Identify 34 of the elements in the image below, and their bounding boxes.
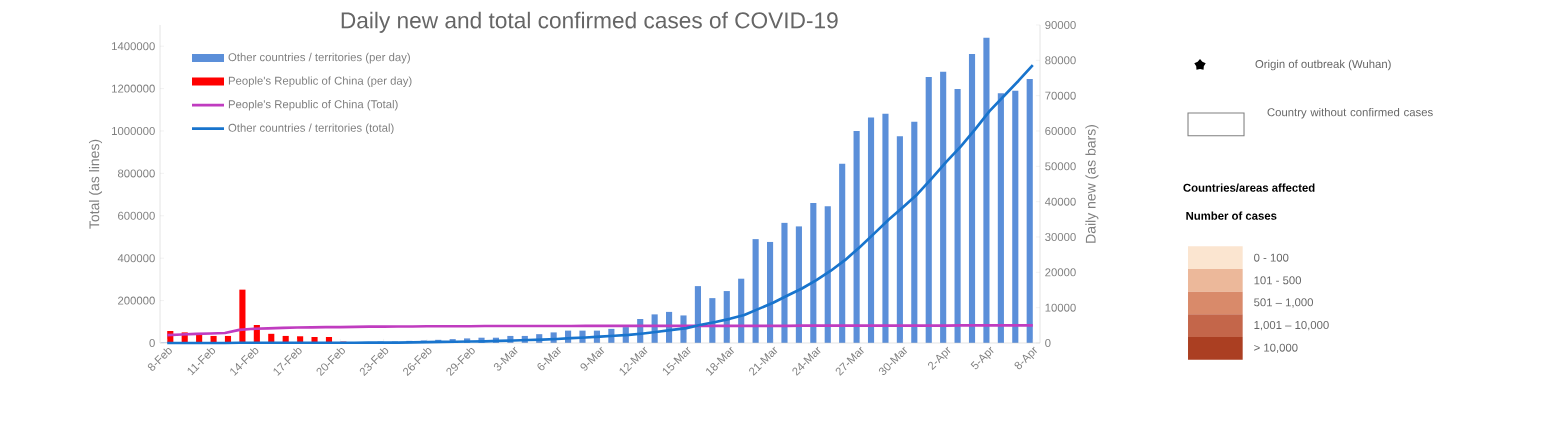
y2-tick-label: 30000 — [1045, 232, 1076, 241]
text: Country without confirmed cases — [1267, 107, 1433, 119]
y2-tick-label: 10000 — [1045, 303, 1076, 312]
y2-axis-title: Daily new (as bars) — [1085, 125, 1099, 243]
text: Number of cases — [1186, 211, 1277, 220]
text: Countries/areas affected — [1183, 183, 1315, 192]
y-tick-label: 1200000 — [112, 84, 155, 93]
y-axis-title: Total (as lines) — [88, 139, 103, 229]
y-tick-label: 0 — [149, 339, 155, 348]
y-tick-label: 1400000 — [112, 42, 155, 51]
text: 101 - 500 — [1254, 276, 1302, 285]
chart-title: Daily new and total confirmed cases of COVID-19 — [341, 11, 838, 33]
text: Origin of outbreak (Wuhan) — [1255, 59, 1391, 71]
y-tick-label: 800000 — [117, 169, 155, 178]
legend-label: Other countries / territories (per day) — [228, 52, 410, 64]
text: > 10,000 — [1254, 343, 1298, 354]
y-tick-label: 400000 — [117, 254, 155, 263]
y2-tick-label: 90000 — [1045, 20, 1076, 29]
text: 501 – 1,000 — [1254, 298, 1314, 308]
y2-tick-label: 20000 — [1045, 268, 1076, 277]
text: 1,001 – 10,000 — [1254, 320, 1329, 331]
y2-tick-label: 70000 — [1045, 91, 1076, 100]
y-tick-label: 200000 — [118, 296, 155, 305]
legend-label: People's Republic of China (Total) — [228, 99, 398, 111]
text: 0 - 100 — [1254, 253, 1289, 262]
y2-tick-label: 0 — [1045, 339, 1051, 348]
y-tick-label: 1000000 — [112, 127, 155, 135]
y2-tick-label: 80000 — [1045, 56, 1076, 65]
legend-label: Other countries / territories (total) — [228, 123, 394, 135]
y2-tick-label: 40000 — [1044, 197, 1076, 206]
legend-label: People's Republic of China (per day) — [228, 76, 412, 87]
y2-tick-label: 60000 — [1045, 126, 1076, 135]
y-tick-label: 600000 — [118, 211, 155, 220]
y2-tick-label: 50000 — [1045, 162, 1076, 171]
